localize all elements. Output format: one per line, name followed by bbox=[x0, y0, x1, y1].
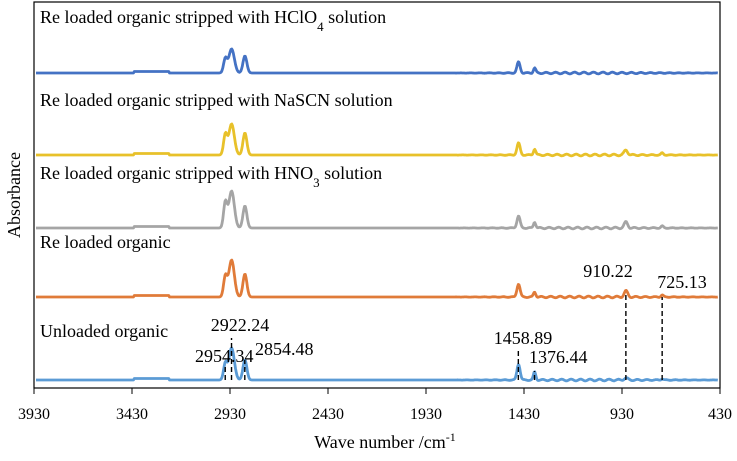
peak-label: 1376.44 bbox=[529, 347, 588, 367]
x-tick-label: 3430 bbox=[116, 406, 148, 423]
x-tick-label: 930 bbox=[610, 406, 634, 423]
y-axis-label: Absorbance bbox=[4, 152, 24, 238]
series-line bbox=[35, 47, 719, 76]
peak-label: 2854.48 bbox=[255, 339, 314, 359]
series-label: Re loaded organic stripped with HClO4 so… bbox=[40, 7, 386, 34]
series-label: Re loaded organic stripped with HNO3 sol… bbox=[40, 163, 382, 190]
series-line bbox=[35, 122, 719, 158]
peak-label: 2922.24 bbox=[211, 315, 270, 335]
series-line bbox=[35, 189, 719, 231]
peak-label: 910.22 bbox=[583, 261, 633, 281]
peak-label: 725.13 bbox=[657, 272, 707, 292]
series-label-group: Re loaded organic stripped with HClO4 so… bbox=[40, 7, 393, 341]
x-tick-label: 430 bbox=[708, 406, 732, 423]
peak-label: 2954.34 bbox=[195, 346, 254, 366]
peak-label: 1458.89 bbox=[494, 328, 553, 348]
x-tick-label: 1430 bbox=[508, 406, 540, 423]
x-tick-label: 3930 bbox=[18, 406, 50, 423]
series-label: Re loaded organic bbox=[40, 232, 171, 252]
spectra-group bbox=[35, 47, 719, 383]
series-line bbox=[35, 258, 719, 300]
x-tick-label: 1930 bbox=[410, 406, 442, 423]
x-tick-label: 2930 bbox=[214, 406, 246, 423]
series-label: Unloaded organic bbox=[40, 321, 168, 341]
series-label: Re loaded organic stripped with NaSCN so… bbox=[40, 90, 393, 110]
x-tick-label: 2430 bbox=[312, 406, 344, 423]
series-line bbox=[35, 346, 719, 383]
x-axis-label: Wave number /cm-1 bbox=[314, 430, 456, 452]
x-axis-ticks: 3930 3430 2930 2430 1930 1430 930 430 bbox=[18, 388, 732, 423]
plot-frame bbox=[33, 1, 721, 389]
